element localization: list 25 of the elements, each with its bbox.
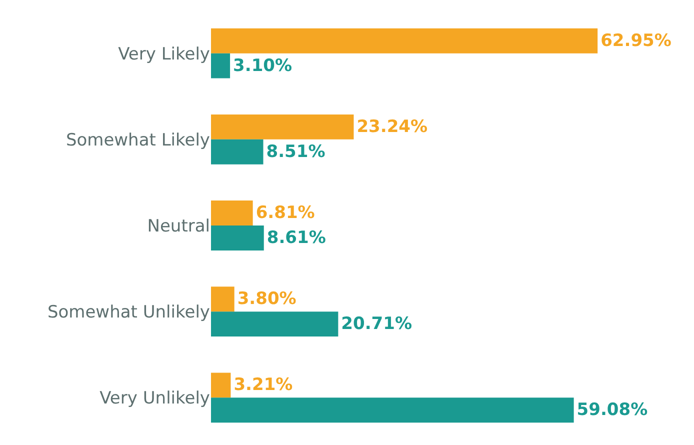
- bar: [211, 114, 354, 140]
- data-label: 8.51%: [266, 142, 326, 162]
- bar: [211, 53, 230, 78]
- data-label: 23.24%: [356, 116, 428, 137]
- y-tick-label: Very Unlikely: [100, 388, 210, 409]
- data-label: 3.21%: [234, 375, 293, 396]
- bar: [211, 398, 574, 423]
- data-label: 3.10%: [233, 56, 292, 76]
- bar: [211, 372, 231, 398]
- bar: [211, 312, 338, 337]
- data-label: 62.95%: [600, 30, 672, 51]
- data-label: 59.08%: [576, 400, 648, 420]
- data-label: 20.71%: [341, 314, 412, 334]
- bar: [211, 286, 234, 312]
- y-tick-label: Somewhat Unlikely: [47, 302, 210, 323]
- bar: [211, 226, 264, 250]
- bar: [211, 139, 264, 164]
- bar: [211, 28, 598, 54]
- y-tick-label: Somewhat Likely: [66, 130, 210, 150]
- y-tick-label: Very Likely: [118, 44, 210, 64]
- y-tick-label: Neutral: [147, 216, 210, 236]
- data-label: 6.81%: [256, 203, 315, 224]
- data-label: 8.61%: [266, 228, 326, 248]
- bar: [211, 200, 253, 226]
- data-label: 3.80%: [237, 289, 296, 310]
